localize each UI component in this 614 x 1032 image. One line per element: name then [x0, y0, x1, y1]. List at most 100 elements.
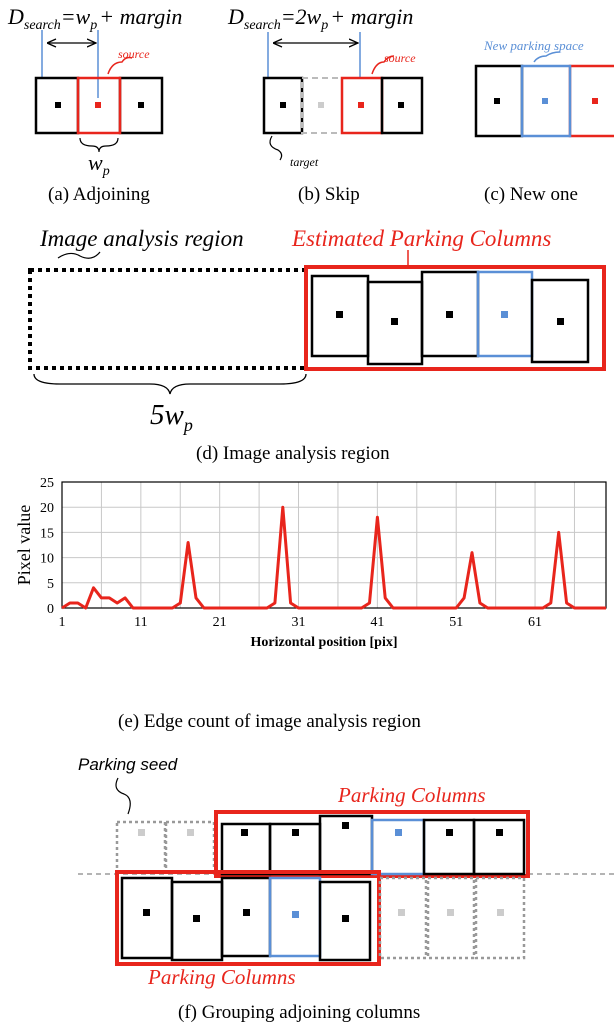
parking-seed	[378, 876, 428, 960]
parking-space	[220, 876, 272, 958]
center-dot	[342, 915, 349, 922]
caption-c: (c) New one	[484, 184, 578, 205]
center-dot-source	[95, 102, 101, 108]
panel-a: Dsearch=wp+ margin source wp (a) Adjoini…	[7, 4, 182, 205]
panel-b: Dsearch=2wp+ margin source target (b) Sk…	[227, 4, 424, 205]
center-dot-seed	[447, 909, 454, 916]
parking-space	[120, 876, 174, 960]
y-tick-label: 10	[40, 552, 54, 567]
center-dot-seed	[398, 909, 405, 916]
center-dot	[446, 829, 453, 836]
center-dot	[193, 915, 200, 922]
center-dot	[143, 909, 150, 916]
parking-seed	[426, 876, 476, 960]
wp-label: wp	[88, 150, 110, 179]
parking-space	[530, 278, 590, 364]
new-parking-space	[520, 64, 572, 138]
y-tick-label: 0	[47, 602, 54, 617]
parking-columns-top-label: Parking Columns	[337, 783, 486, 807]
center-dot	[243, 909, 250, 916]
caption-b: (b) Skip	[298, 184, 360, 205]
center-dot-new	[292, 911, 299, 918]
five-wp-brace	[33, 373, 307, 395]
center-dot-seed	[187, 829, 194, 836]
x-tick-label: 31	[292, 615, 306, 630]
dsearch-formula-a: Dsearch=wp+ margin	[7, 4, 182, 33]
estimated-columns-label: Estimated Parking Columns	[291, 226, 551, 251]
x-axis-label: Horizontal position [pix]	[250, 635, 397, 650]
source-label: source	[384, 51, 416, 65]
parking-seed-label: Parking seed	[78, 755, 178, 774]
estimated-parking-columns	[304, 265, 606, 371]
x-tick-label: 51	[449, 615, 463, 630]
center-dot	[391, 318, 398, 325]
x-tick-label: 11	[134, 615, 147, 630]
x-tick-label: 21	[213, 615, 227, 630]
y-tick-label: 20	[40, 501, 54, 516]
center-dot-seed	[138, 829, 145, 836]
center-dot	[398, 102, 404, 108]
x-tick-label: 1	[59, 615, 66, 630]
center-dot-source	[358, 102, 364, 108]
wp-brace	[79, 137, 119, 153]
caption-d: (d) Image analysis region	[196, 443, 390, 464]
parking-columns-bottom	[115, 870, 381, 966]
parking-seed	[474, 876, 526, 960]
five-wp-label: 5wp	[150, 399, 193, 435]
caption-a: (a) Adjoining	[48, 184, 150, 205]
center-dot-seed	[497, 909, 504, 916]
center-dot-skipped	[318, 102, 324, 108]
parking-columns-bottom-label: Parking Columns	[147, 965, 296, 989]
center-dot-new	[501, 311, 508, 318]
center-dot	[494, 98, 500, 104]
y-axis-label: Pixel value	[14, 505, 34, 585]
plot-area	[62, 482, 606, 608]
new-parking-space	[370, 818, 426, 876]
source-space	[76, 76, 122, 135]
caption-f: (f) Grouping adjoining columns	[178, 1002, 420, 1023]
parking-columns-top	[214, 810, 530, 878]
x-tick-label: 41	[370, 615, 384, 630]
center-dot	[342, 822, 349, 829]
panel-c: New parking space (c) New one	[474, 38, 614, 205]
new-space-label: New parking space	[483, 38, 584, 53]
y-tick-label: 25	[40, 476, 54, 491]
target-leader	[269, 135, 283, 161]
x-tick-label: 61	[528, 615, 542, 630]
image-analysis-region	[28, 268, 308, 370]
center-dot	[138, 102, 144, 108]
center-dot	[280, 102, 286, 108]
parking-space	[472, 818, 526, 876]
center-dot-new	[542, 98, 548, 104]
center-dot	[557, 318, 564, 325]
source-leader	[371, 55, 395, 75]
analysis-region-label: Image analysis region	[39, 226, 244, 251]
y-tick-label: 5	[47, 577, 54, 592]
center-dot	[241, 829, 248, 836]
center-dot-source	[592, 98, 598, 104]
parking-space	[422, 818, 476, 876]
source-leader	[107, 56, 133, 75]
y-tick-label: 15	[40, 526, 54, 541]
center-dot	[336, 311, 343, 318]
center-dot-new	[395, 829, 402, 836]
target-label: target	[290, 155, 319, 169]
caption-e: (e) Edge count of image analysis region	[118, 711, 421, 732]
analysis-leader	[57, 251, 101, 259]
series-line	[61, 505, 606, 610]
seed-leader	[115, 777, 131, 815]
center-dot	[292, 829, 299, 836]
panel-d: Image analysis region Estimated Parking …	[28, 226, 606, 464]
source-label: source	[118, 47, 150, 61]
panel-f: Parking seed Parking Columns	[78, 755, 614, 1023]
center-dot	[496, 829, 503, 836]
center-dot	[446, 311, 453, 318]
space-right	[380, 76, 424, 135]
skipped-space	[301, 77, 343, 134]
parking-space	[318, 880, 372, 962]
dsearch-formula-b: Dsearch=2wp+ margin	[227, 4, 413, 33]
center-dot	[55, 102, 61, 108]
